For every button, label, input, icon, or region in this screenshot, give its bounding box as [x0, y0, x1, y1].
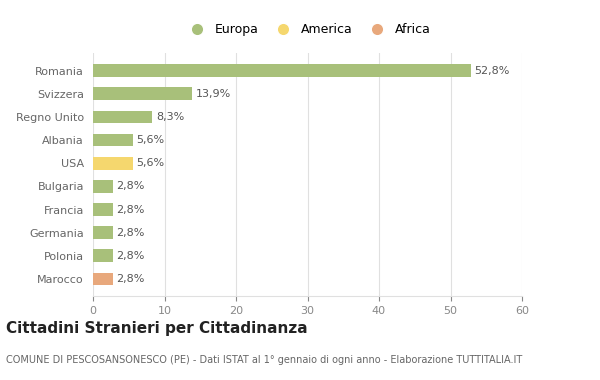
Text: 2,8%: 2,8%	[116, 204, 145, 215]
Text: 2,8%: 2,8%	[116, 181, 145, 192]
Text: 2,8%: 2,8%	[116, 251, 145, 261]
Bar	[93, 157, 133, 169]
Text: 5,6%: 5,6%	[137, 158, 165, 168]
Bar	[93, 272, 113, 285]
Bar	[93, 180, 113, 193]
Text: 8,3%: 8,3%	[156, 112, 184, 122]
Text: 2,8%: 2,8%	[116, 274, 145, 284]
Text: 13,9%: 13,9%	[196, 89, 231, 99]
Bar	[93, 87, 193, 100]
Legend: Europa, America, Africa: Europa, America, Africa	[179, 18, 436, 41]
Text: COMUNE DI PESCOSANSONESCO (PE) - Dati ISTAT al 1° gennaio di ogni anno - Elabora: COMUNE DI PESCOSANSONESCO (PE) - Dati IS…	[6, 355, 522, 365]
Text: 52,8%: 52,8%	[474, 66, 509, 76]
Bar	[93, 111, 152, 123]
Bar	[93, 203, 113, 216]
Text: 2,8%: 2,8%	[116, 228, 145, 238]
Text: 5,6%: 5,6%	[137, 135, 165, 145]
Bar	[93, 64, 470, 77]
Bar	[93, 249, 113, 262]
Bar	[93, 226, 113, 239]
Bar	[93, 134, 133, 146]
Text: Cittadini Stranieri per Cittadinanza: Cittadini Stranieri per Cittadinanza	[6, 321, 308, 336]
